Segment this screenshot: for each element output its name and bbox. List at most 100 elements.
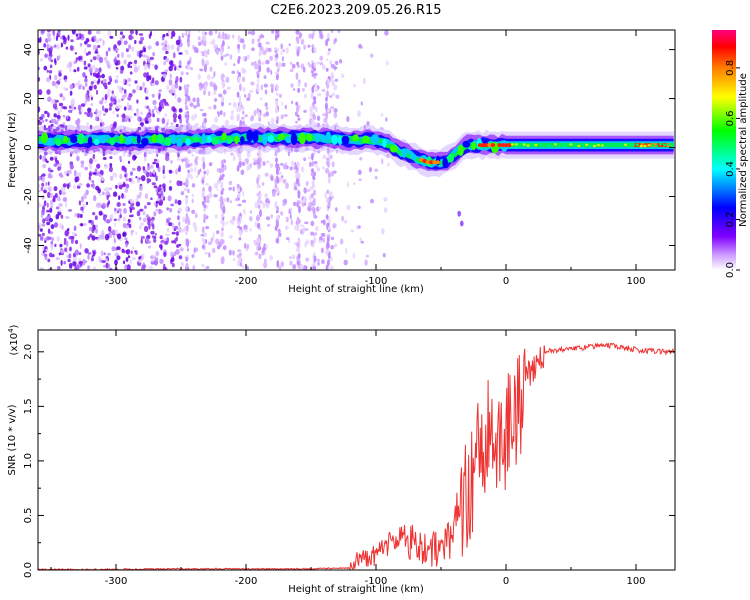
spectrogram-noise-dot <box>364 259 368 266</box>
spectrogram-noise-dot <box>260 84 263 91</box>
spectrogram-noise-dot <box>167 217 172 221</box>
spectrogram-noise-dot <box>167 30 171 36</box>
colorbar-tick-label: 0.0 <box>725 262 736 278</box>
spectrogram-noise-dot <box>136 165 142 172</box>
spectrogram-noise-dot <box>108 166 113 173</box>
spectrogram-peak-blob <box>484 143 489 148</box>
spectrogram-noise-dot <box>232 186 235 192</box>
scale-exponent: 4 <box>7 328 15 333</box>
y-tick-label: -40 <box>23 237 34 253</box>
spectrogram-noise-dot <box>170 160 173 164</box>
spectrogram-streak-dot <box>221 212 224 218</box>
spectrogram-noise-dot <box>161 117 166 124</box>
spectrogram-noise-dot <box>135 250 138 256</box>
spectrogram-noise-dot <box>178 255 183 260</box>
spectrogram-noise-dot <box>152 52 156 57</box>
spectrogram-noise-dot <box>115 79 119 84</box>
spectrogram-noise-dot <box>160 240 165 243</box>
spectrogram-streak-dot <box>311 161 315 167</box>
spectrogram-noise-dot <box>84 99 87 106</box>
spectrogram-noise-dot <box>115 75 119 79</box>
spectrogram-noise-dot <box>136 84 140 91</box>
spectrogram-noise-dot <box>98 67 102 73</box>
spectrogram-noise-dot <box>118 183 123 190</box>
spectrogram-noise-dot <box>150 255 156 260</box>
spectrogram-noise-dot <box>76 36 80 41</box>
spectrogram-streak-dot <box>258 42 262 48</box>
spectrogram-noise-dot <box>139 225 142 230</box>
spectrogram-noise-dot <box>106 194 109 201</box>
spectrogram-noise-dot <box>103 79 107 82</box>
spectrogram-streak-dot <box>185 257 189 262</box>
spectrogram-streak-dot <box>204 117 207 124</box>
spectrogram-noise-dot <box>48 186 52 193</box>
spectrogram-noise-dot <box>289 260 293 266</box>
spectrogram-noise-dot <box>103 188 108 191</box>
spectrogram-noise-dot <box>317 150 321 154</box>
spectrogram-noise-dot <box>136 50 140 57</box>
spectrogram-noise-dot <box>53 163 58 167</box>
spectrogram-streak-dot <box>219 110 223 116</box>
spectrogram-noise-dot <box>41 232 45 237</box>
spectrogram-noise-dot <box>176 180 181 187</box>
spectrogram-noise-dot <box>280 43 283 50</box>
spectrogram-noise-dot <box>261 61 265 65</box>
spectrogram-noise-dot <box>117 40 122 46</box>
spectrogram-streak-dot <box>311 44 315 48</box>
spectrogram-noise-dot <box>309 161 312 168</box>
spectrogram-noise-dot <box>143 47 146 53</box>
spectrogram-noise-dot <box>41 173 46 177</box>
spectrogram-noise-dot <box>341 215 344 222</box>
spectrogram-streak-dot <box>203 207 207 212</box>
spectrogram-noise-dot <box>55 99 59 103</box>
spectrogram-noise-dot <box>159 235 163 240</box>
snr-panel: -300 -200 -100 0 100 0.00.51.01.52.0 Height … <box>7 324 676 595</box>
spectrogram-noise-dot <box>282 163 287 170</box>
spectrogram-noise-dot <box>302 196 308 203</box>
spectrogram-noise-dot <box>331 236 334 241</box>
spectrogram-noise-dot <box>255 192 259 197</box>
spectrogram-noise-dot <box>196 97 200 104</box>
spectrogram-noise-dot <box>130 47 135 52</box>
spectrogram-noise-dot <box>125 178 129 182</box>
spectrogram-noise-dot <box>158 105 162 112</box>
spectrogram-ridge-speck <box>616 143 620 147</box>
spectrogram-streak-dot <box>297 87 300 93</box>
spectrogram-noise-dot <box>129 207 133 214</box>
spectrogram-noise-dot <box>289 68 294 73</box>
spectrogram-noise-dot <box>97 30 101 34</box>
spectrogram-noise-dot <box>150 260 155 264</box>
spectrogram-noise-dot <box>318 30 321 33</box>
spectrogram-noise-dot <box>310 231 314 236</box>
snr-y-label: SNR (10 * v/v) <box>7 404 18 475</box>
spectrogram-noise-dot <box>186 248 190 252</box>
spectrogram-noise-dot <box>318 239 323 243</box>
spectrogram-streak-dot <box>185 263 189 268</box>
spectrogram-noise-dot <box>170 251 174 258</box>
spectrogram-noise-dot <box>138 256 141 260</box>
spectrogram-noise-dot <box>152 223 155 230</box>
spectrogram-noise-dot <box>64 247 67 252</box>
spectrogram-noise-dot <box>358 178 362 181</box>
spectrogram-ridge-speck <box>596 143 600 147</box>
spectrogram-noise-dot <box>180 191 185 196</box>
spectrogram-noise-dot <box>244 114 249 118</box>
spectrogram-noise-dot <box>152 99 157 106</box>
spectrogram-noise-dot <box>105 258 108 264</box>
spectrogram-noise-dot <box>43 43 47 48</box>
spectrogram-streak-dot <box>258 253 262 258</box>
spectrogram-noise-dot <box>245 158 249 165</box>
spectrogram-ridge-blob <box>371 134 379 144</box>
spectrogram-noise-dot <box>173 52 176 59</box>
spectrogram-noise-dot <box>129 65 133 69</box>
spectrogram-noise-dot <box>142 166 146 171</box>
spectrogram-noise-dot <box>152 169 156 175</box>
spectrogram-streak-dot <box>326 222 330 228</box>
spectrogram-noise-dot <box>38 233 42 237</box>
spectrogram-noise-dot <box>265 41 270 45</box>
spectrogram-noise-dot <box>370 198 374 204</box>
spectrogram-noise-dot <box>156 117 160 123</box>
spectrogram-noise-dot <box>287 146 291 152</box>
spectrogram-noise-dot <box>166 84 170 90</box>
spectrogram-noise-dot <box>237 249 242 253</box>
